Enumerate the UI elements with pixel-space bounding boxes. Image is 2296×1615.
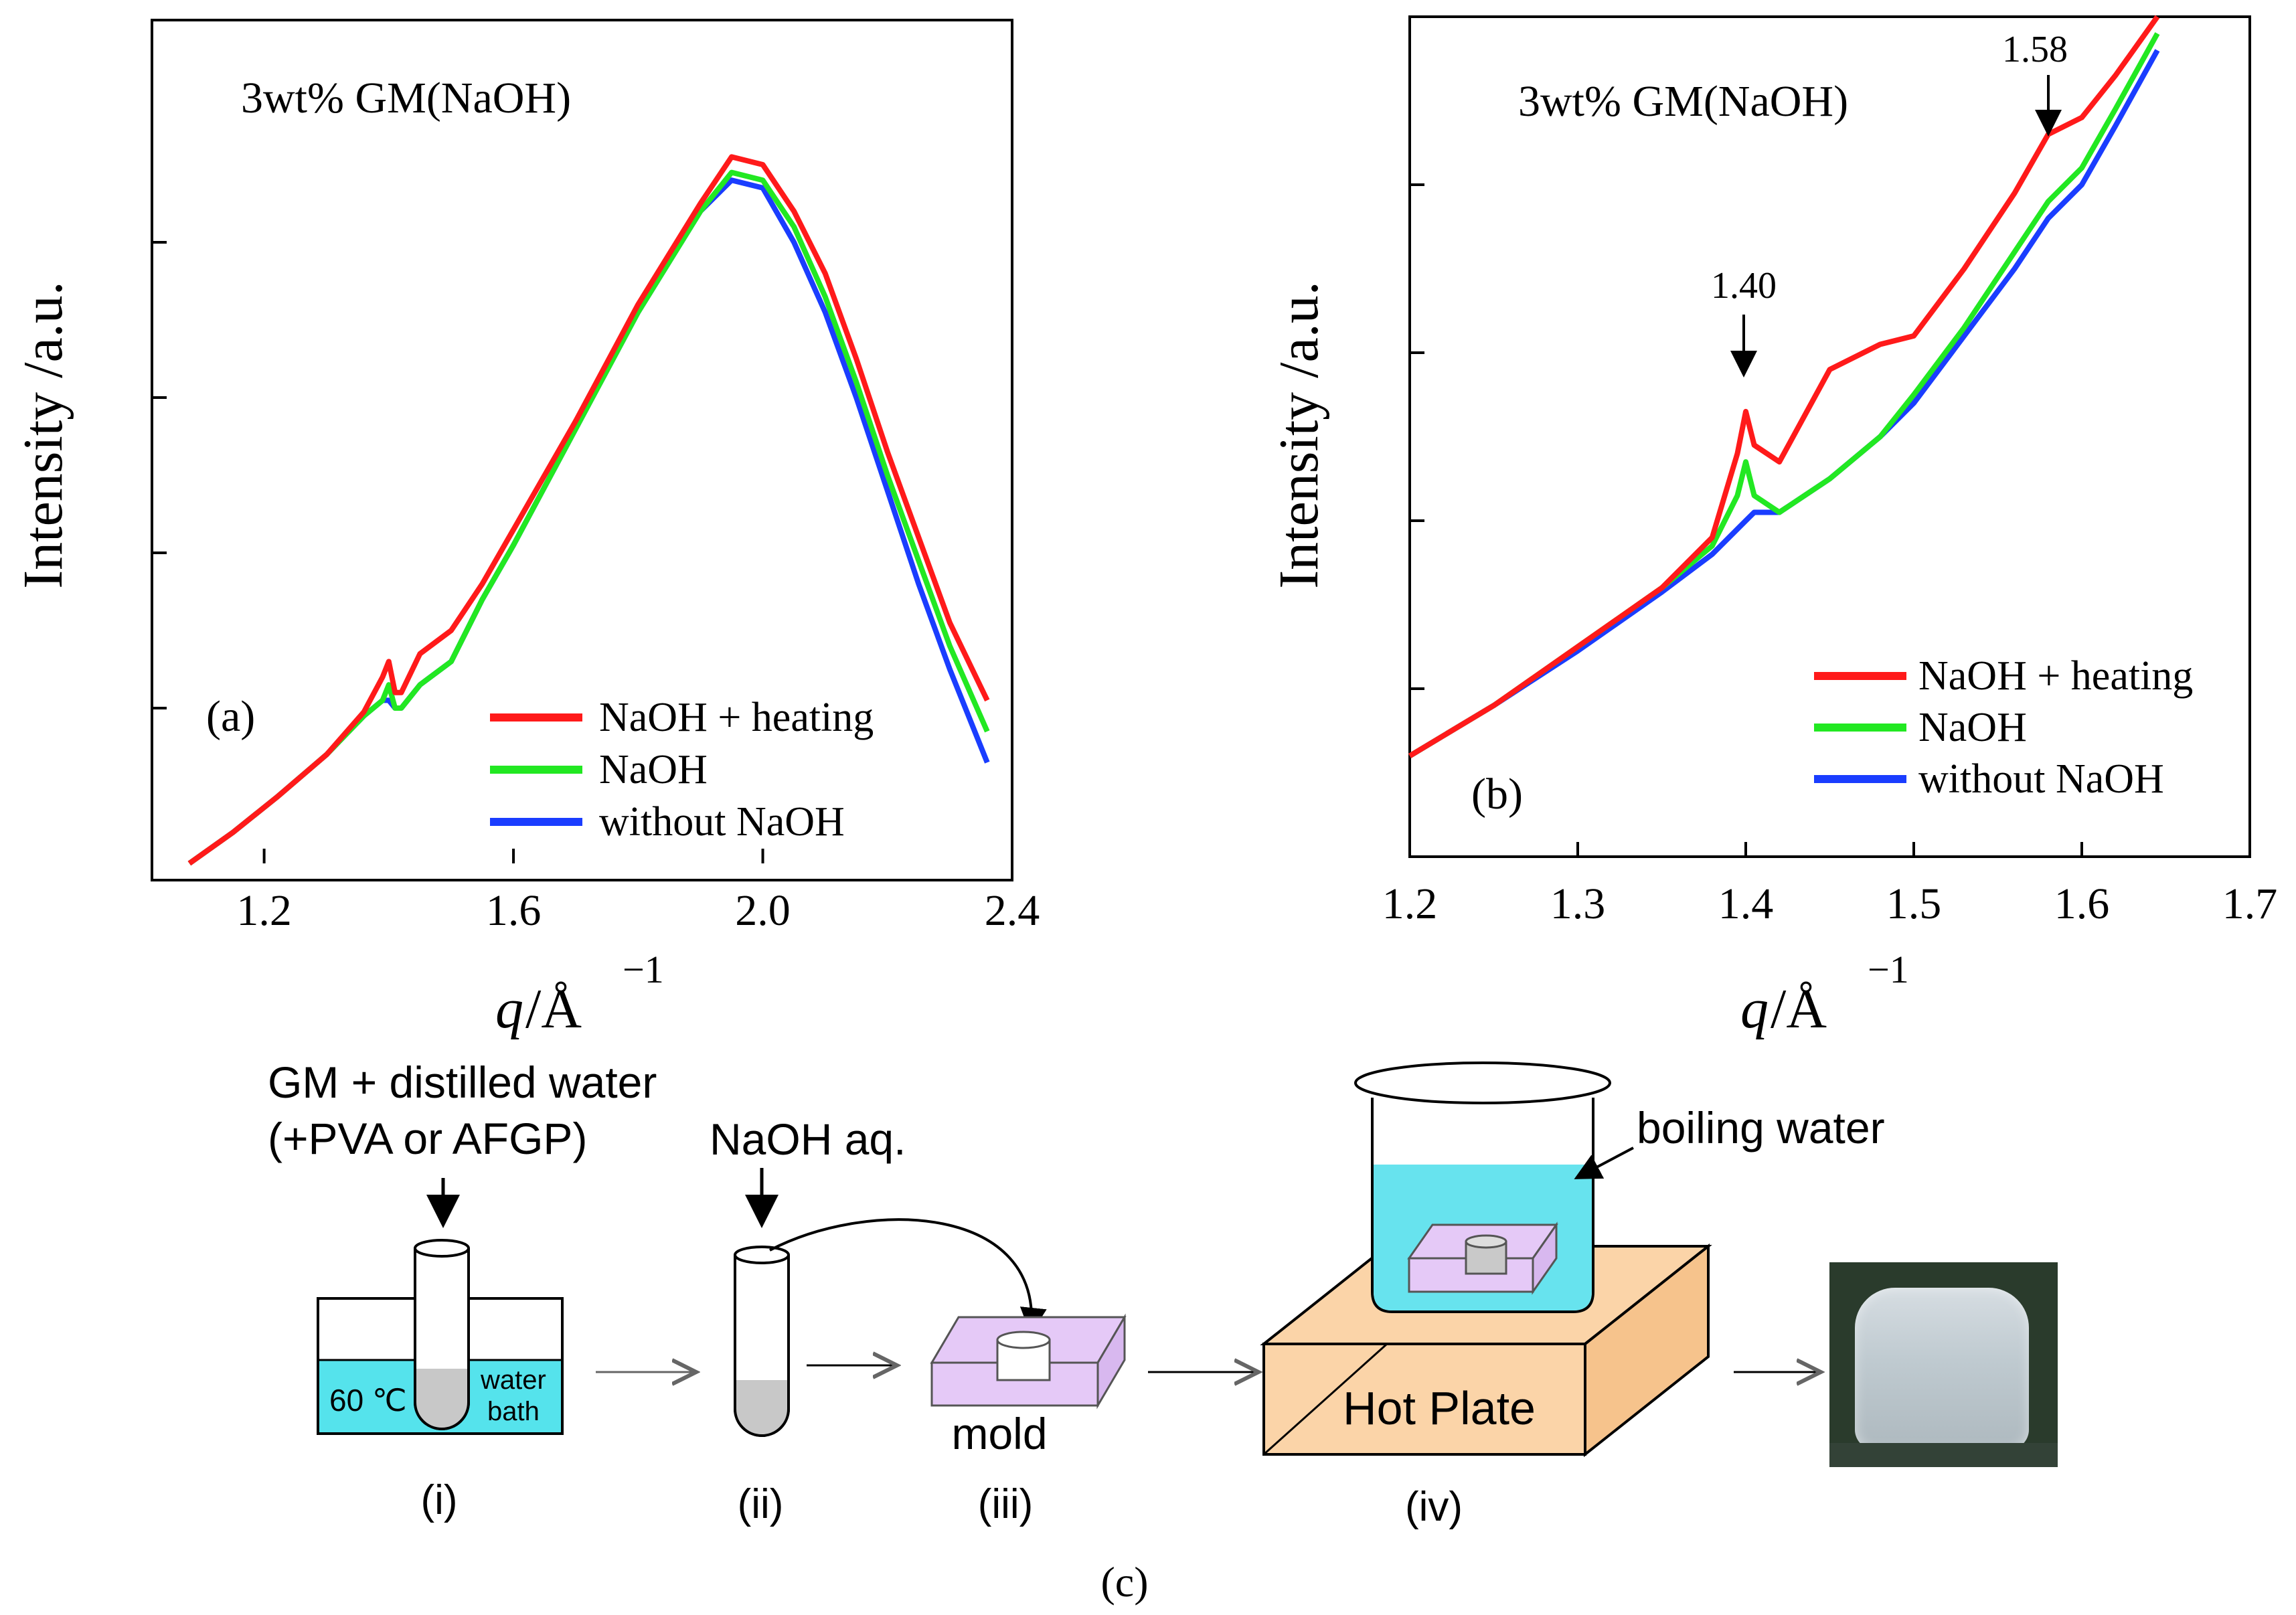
panel-b-xtick-label: 1.3 (1550, 879, 1606, 928)
panel-b-xtick-label: 1.6 (2054, 879, 2110, 928)
panel-a-legend: NaOH + heating NaOH without NaOH (490, 695, 874, 845)
panel-b-xlabel-unit: /Å (1771, 978, 1827, 1040)
panel-b: 1.2 1.3 1.4 1.5 1.6 1.7 3wt% GM(NaOH) (b) Int… (1268, 15, 2278, 1040)
beaker-sample-rim (1465, 1234, 1507, 1249)
panel-b-series (1408, 15, 2160, 758)
gel-sample-photo (1829, 1262, 2058, 1467)
panel-a-sample-title: 3wt% GM(NaOH) (241, 74, 571, 122)
panel-b-legend: NaOH + heating NaOH without NaOH (1814, 653, 2193, 802)
panel-a-xlabel-unit: /Å (525, 978, 582, 1040)
panel-a-ticks: 1.2 1.6 2.0 2.4 (152, 241, 1040, 935)
bath-label-2: bath (487, 1397, 540, 1426)
step-ii-tube-outline (734, 1380, 790, 1437)
panel-a-xlabel-exp: −1 (623, 948, 664, 991)
peak-label-140: 1.40 (1711, 265, 1777, 307)
photo-background-surface (1829, 1443, 2058, 1467)
panel-b-xtick-label: 1.2 (1382, 879, 1438, 928)
panel-b-frame (1408, 15, 2251, 858)
step-i-sub-label: (+PVA or AFGP) (268, 1114, 587, 1163)
panel-a-series-without-naoh (187, 177, 990, 866)
panel-a: 1.2 1.6 2.0 2.4 3wt% GM(NaOH) (a) Intensity… (12, 19, 1040, 1040)
step-ii-top-label: NaOH aq. (710, 1114, 906, 1164)
panel-a-frame (151, 19, 1013, 881)
panel-a-xtick-label: 2.4 (985, 886, 1040, 935)
step-iii-label: (iii) (978, 1481, 1034, 1527)
panel-a-xtick-label: 1.2 (236, 886, 292, 935)
panel-a-series-naoh-heating (187, 154, 990, 866)
panel-b-ticks: 1.2 1.3 1.4 1.5 1.6 1.7 (1382, 183, 2278, 928)
step-ii-tube-content (735, 1380, 789, 1436)
peak-label-158: 1.58 (2002, 29, 2068, 70)
panel-a-series (187, 154, 990, 866)
panel-b-label: (b) (1471, 770, 1523, 819)
panel-a-xtick-label: 2.0 (735, 886, 791, 935)
panel-b-xtick-label: 1.7 (2222, 879, 2278, 928)
bath-temp-label: 60 ℃ (329, 1383, 407, 1418)
step-i-top-label: GM + distilled water (268, 1057, 657, 1107)
panel-b-sample-title: 3wt% GM(NaOH) (1518, 77, 1848, 126)
legend-label-without: without NaOH (599, 799, 845, 845)
panel-c-caption: (c) (1100, 1558, 1148, 1606)
legend-label-heating: NaOH + heating (599, 695, 874, 740)
panel-b-series-naoh-heating (1408, 15, 2160, 758)
beaker-rim (1354, 1061, 1611, 1104)
panel-b-ylabel: Intensity /a.u. (1268, 281, 1330, 589)
panel-a-ylabel: Intensity /a.u. (12, 281, 74, 589)
beaker-mold-side (1532, 1221, 1558, 1295)
panel-a-series-naoh (187, 169, 990, 866)
panel-b-xtick-label: 1.5 (1886, 879, 1942, 928)
panel-a-xlabel: q /Å −1 (495, 948, 664, 1040)
step-i-tube-rim (414, 1239, 470, 1258)
step-i-tube-outline (414, 1369, 470, 1430)
legend-label-naoh: NaOH (599, 747, 708, 792)
panel-b-xtick-label: 1.4 (1718, 879, 1774, 928)
panel-b-xlabel-exp: −1 (1868, 948, 1909, 991)
step-i-tube-content (415, 1369, 469, 1429)
mold-side (1096, 1313, 1126, 1410)
step-ii-tube-rim (734, 1246, 790, 1264)
panel-b-series-without-naoh (1408, 49, 2160, 758)
legend-b-label-heating: NaOH + heating (1918, 653, 2193, 699)
gel-cylinder (1855, 1288, 2029, 1450)
boiling-water-label: boiling water (1637, 1103, 1885, 1153)
step-i-label: (i) (420, 1477, 457, 1523)
hot-plate-edge (1262, 1343, 1388, 1456)
panel-b-xlabel-q: q (1740, 978, 1769, 1040)
panel-a-xlabel-q: q (495, 978, 523, 1040)
panel-a-label: (a) (206, 692, 255, 741)
panel-b-annotations: 1.40 1.58 (1711, 29, 2068, 377)
hot-plate-side (1584, 1243, 1710, 1458)
step-ii-label: (ii) (738, 1481, 784, 1527)
boiling-arrow (1574, 1146, 1634, 1179)
legend-b-label-without: without NaOH (1918, 756, 2164, 802)
bath-label-1: water (480, 1365, 546, 1395)
pour-arrow (769, 1218, 1047, 1335)
panel-b-xlabel: q /Å −1 (1740, 948, 1909, 1040)
legend-b-label-naoh: NaOH (1918, 705, 2027, 750)
step-iv-label: (iv) (1405, 1484, 1463, 1530)
hot-plate-label: Hot Plate (1343, 1382, 1536, 1434)
mold-label: mold (951, 1409, 1047, 1458)
panel-c: GM + distilled water (+PVA or AFGP) 60 ℃… (268, 1057, 1885, 1606)
panel-a-xtick-label: 1.6 (486, 886, 542, 935)
mold-cavity-rim (996, 1331, 1051, 1349)
